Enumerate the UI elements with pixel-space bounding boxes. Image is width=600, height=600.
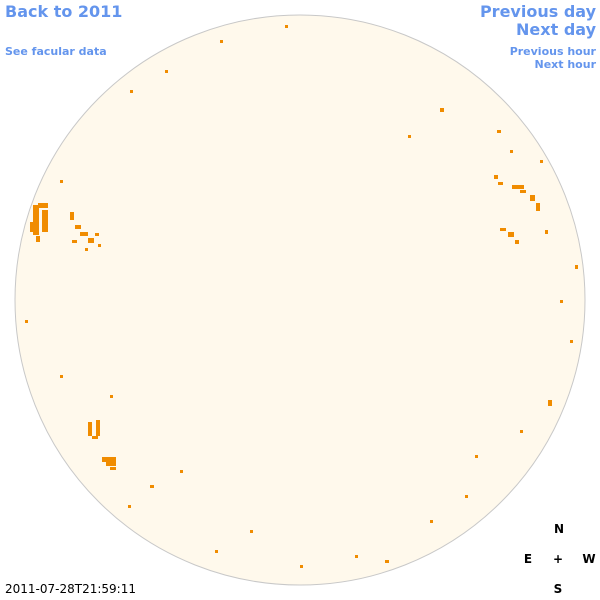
faculae: [25, 25, 578, 568]
compass-west: W: [582, 552, 596, 566]
previous-hour-link[interactable]: Previous hour: [509, 45, 596, 58]
sun-disk: [14, 14, 586, 586]
next-hour-link[interactable]: Next hour: [534, 58, 597, 71]
timestamp: 2011-07-28T21:59:11: [5, 582, 136, 596]
compass-center: +: [552, 552, 564, 566]
compass-east: E: [523, 552, 533, 566]
previous-day-link[interactable]: Previous day: [479, 2, 596, 21]
compass-north: N: [553, 522, 565, 536]
back-link[interactable]: Back to 2011: [5, 2, 123, 21]
facular-link[interactable]: See facular data: [5, 45, 107, 58]
next-day-link[interactable]: Next day: [516, 20, 596, 39]
compass-south: S: [553, 582, 563, 596]
